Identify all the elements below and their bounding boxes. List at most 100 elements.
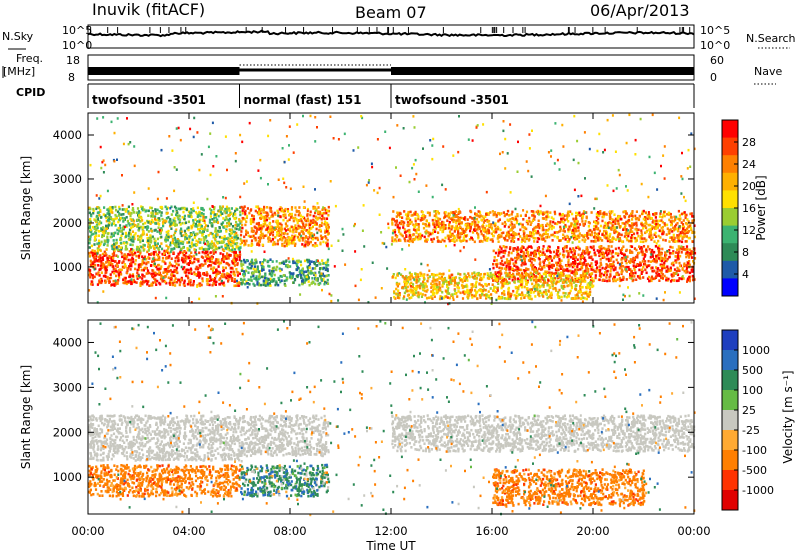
heatmap-cell [690, 212, 693, 215]
heatmap-cell [164, 262, 167, 265]
heatmap-cell [536, 269, 539, 273]
heatmap-cell [284, 239, 287, 243]
heatmap-cell [602, 215, 605, 219]
heatmap-cell [154, 243, 157, 247]
heatmap-cell [251, 214, 254, 217]
heatmap-cell [206, 250, 209, 253]
heatmap-cell [468, 238, 471, 241]
heatmap-cell [210, 255, 213, 258]
heatmap-cell [213, 266, 216, 270]
heatmap-cell [292, 228, 295, 232]
heatmap-cell [634, 227, 637, 231]
heatmap-cell [228, 209, 231, 212]
heatmap-cell [573, 220, 576, 223]
heatmap-cell [255, 231, 258, 235]
heatmap-cell [164, 205, 167, 209]
heatmap-cell [94, 238, 97, 241]
heatmap-cell [555, 261, 558, 265]
heatmap-cell [644, 211, 647, 214]
heatmap-cell [139, 276, 142, 279]
heatmap-cell [324, 280, 327, 284]
heatmap-cell [513, 264, 516, 267]
heatmap-cell [297, 274, 300, 277]
heatmap-cell [198, 264, 201, 267]
heatmap-cell [290, 206, 294, 209]
heatmap-cell [305, 275, 308, 279]
heatmap-cell [477, 220, 480, 224]
heatmap-cell [492, 222, 496, 226]
heatmap-cell [327, 205, 330, 209]
heatmap-cell [307, 280, 310, 283]
heatmap-cell [575, 229, 578, 233]
heatmap-cell [506, 239, 509, 242]
heatmap-cell [671, 246, 674, 249]
heatmap-cell [100, 240, 103, 244]
heatmap-cell [442, 225, 445, 229]
heatmap-cell [666, 279, 669, 282]
heatmap-cell [567, 214, 571, 217]
heatmap-cell [536, 249, 539, 252]
heatmap-cell [500, 232, 503, 235]
heatmap-cell [211, 218, 214, 221]
heatmap-cell [531, 214, 534, 217]
heatmap-cell [324, 220, 327, 223]
heatmap-cell [658, 229, 661, 232]
heatmap-cell [313, 244, 316, 248]
heatmap-cell [137, 268, 140, 271]
heatmap-cell [122, 218, 125, 222]
heatmap-cell [188, 238, 191, 241]
heatmap-cell [461, 228, 464, 231]
heatmap-cell [170, 227, 173, 230]
heatmap-cell [280, 223, 283, 227]
heatmap-cell [165, 268, 168, 271]
heatmap-cell [270, 231, 273, 235]
heatmap-cell [169, 243, 172, 247]
heatmap-cell [172, 274, 175, 277]
heatmap-cell [630, 225, 633, 228]
heatmap-cell [227, 278, 230, 281]
heatmap-cell [681, 237, 684, 240]
heatmap-cell [183, 250, 186, 253]
heatmap-cell [140, 268, 143, 272]
heatmap-cell [120, 246, 123, 249]
heatmap-cell [302, 222, 305, 226]
heatmap-cell [298, 283, 301, 287]
heatmap-cell [317, 206, 320, 209]
heatmap-cell [103, 242, 106, 245]
heatmap-cell [610, 256, 613, 260]
heatmap-cell [228, 222, 231, 225]
heatmap-cell [184, 221, 188, 224]
heatmap-cell [280, 279, 283, 282]
heatmap-cell [630, 234, 634, 237]
heatmap-cell [686, 261, 690, 265]
heatmap-cell [124, 265, 127, 268]
heatmap-cell [294, 224, 297, 227]
heatmap-cell [675, 255, 678, 259]
heatmap-cell [508, 233, 511, 237]
heatmap-cell [240, 205, 243, 209]
heatmap-cell [117, 279, 120, 282]
heatmap-cell [171, 283, 174, 287]
heatmap-cell [635, 217, 638, 221]
heatmap-cell [483, 219, 486, 222]
heatmap-cell [402, 223, 405, 227]
heatmap-cell [303, 237, 306, 240]
heatmap-cell [650, 227, 653, 231]
heatmap-cell [607, 221, 610, 225]
heatmap-cell [267, 278, 270, 282]
heatmap-cell [164, 250, 167, 253]
heatmap-cell [298, 270, 301, 274]
heatmap-cell [136, 271, 139, 275]
heatmap-cell [201, 250, 204, 254]
heatmap-cell [391, 239, 394, 243]
heatmap-cell [597, 234, 600, 238]
heatmap-cell [278, 234, 281, 237]
heatmap-cell [607, 265, 611, 269]
heatmap-cell [154, 280, 157, 284]
heatmap-cell [535, 231, 538, 235]
heatmap-cell [187, 228, 190, 232]
heatmap-cell [126, 219, 129, 223]
heatmap-cell [531, 265, 534, 269]
heatmap-cell [510, 228, 513, 232]
heatmap-cell [211, 223, 214, 227]
